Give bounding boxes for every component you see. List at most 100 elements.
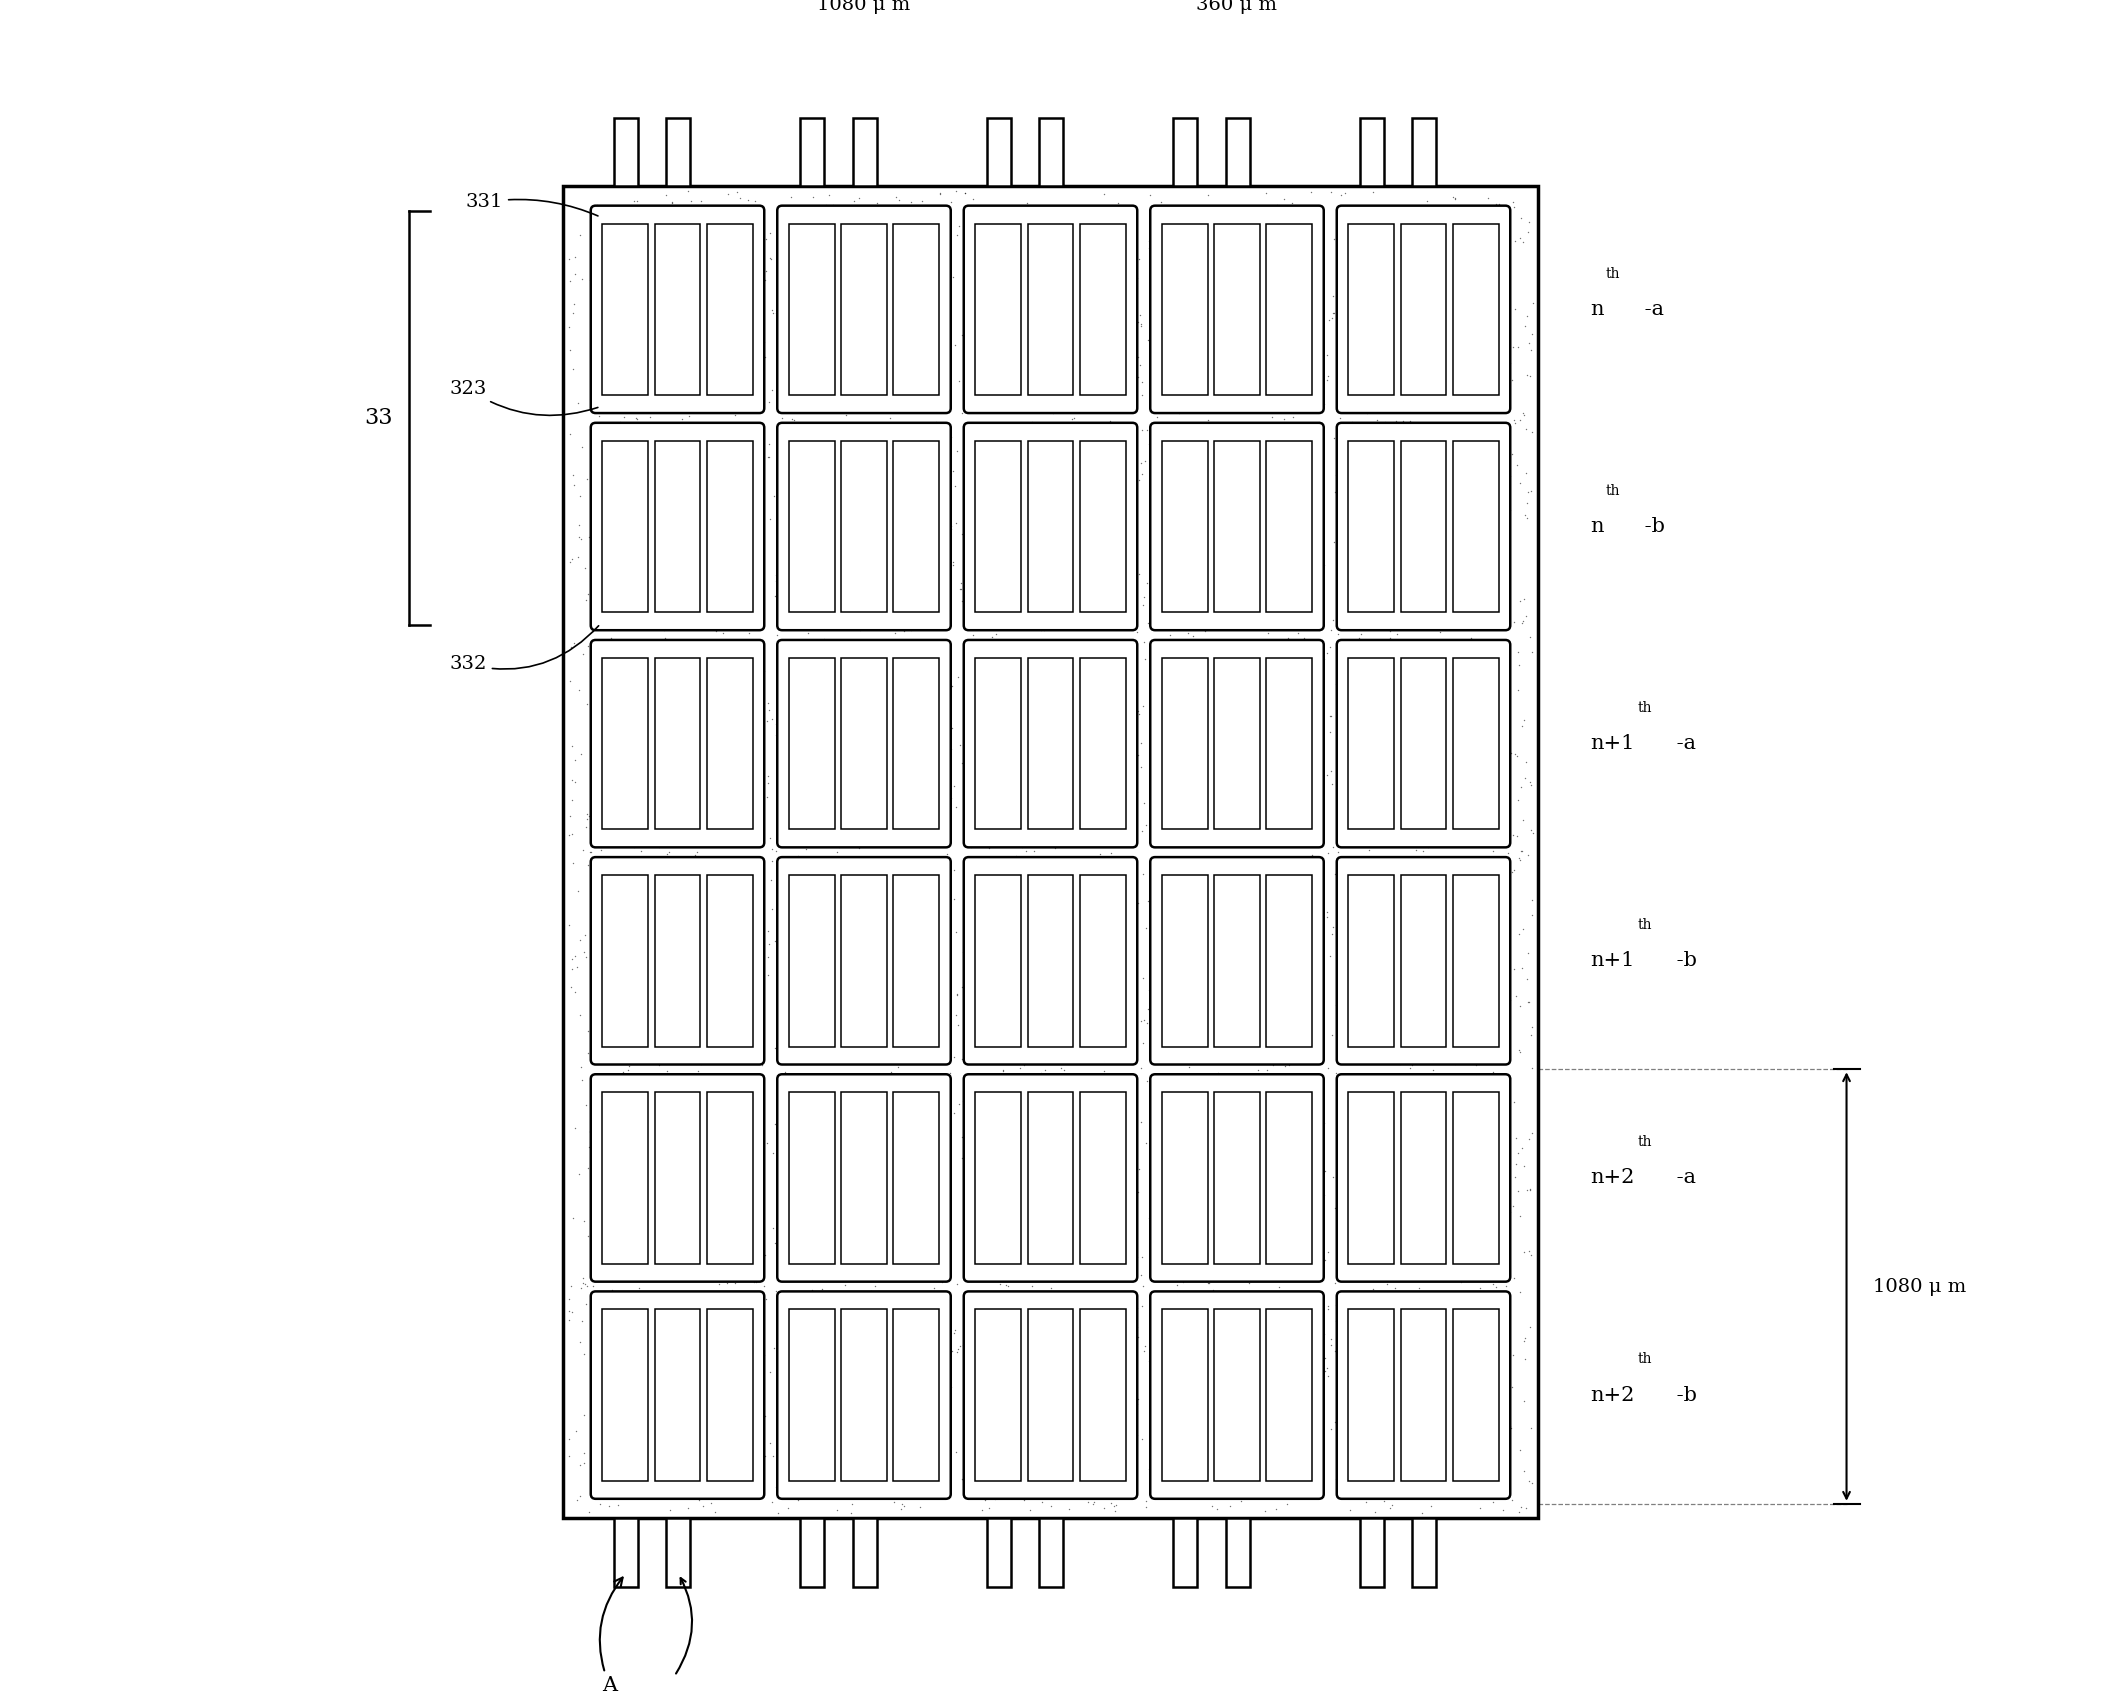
Point [1063, 690, 1097, 717]
Point [1336, 801, 1370, 828]
Point [1462, 741, 1496, 768]
Point [1090, 865, 1124, 893]
Point [1458, 1159, 1492, 1187]
Point [1063, 338, 1097, 366]
Point [1427, 853, 1460, 881]
Point [1225, 1022, 1258, 1049]
Point [1437, 1365, 1471, 1392]
Point [855, 609, 889, 636]
Point [1088, 1037, 1122, 1064]
Point [1307, 763, 1340, 791]
Point [1439, 1357, 1473, 1384]
Point [670, 1476, 704, 1503]
Point [731, 1205, 765, 1232]
Point [950, 1234, 983, 1261]
Point [1034, 1336, 1067, 1363]
Point [956, 185, 990, 212]
Point [1372, 1204, 1406, 1231]
Point [1141, 326, 1174, 354]
Point [769, 707, 803, 734]
Point [792, 1025, 826, 1052]
FancyBboxPatch shape [964, 206, 1137, 413]
Point [859, 423, 893, 451]
Point [752, 245, 786, 272]
Point [582, 685, 616, 712]
Point [885, 1149, 918, 1176]
Point [582, 1491, 616, 1518]
Point [1427, 1472, 1460, 1499]
Point [1406, 830, 1439, 857]
Point [1055, 1294, 1088, 1321]
Point [1048, 505, 1082, 532]
Point [660, 1224, 693, 1251]
Point [1237, 1227, 1271, 1255]
Bar [1162, 1091, 1208, 1263]
Point [966, 1343, 1000, 1370]
Point [1441, 202, 1475, 230]
Point [1124, 309, 1158, 337]
Point [1330, 1374, 1364, 1401]
Point [985, 1241, 1019, 1268]
Point [1374, 1494, 1408, 1522]
Point [714, 269, 748, 296]
Point [1301, 231, 1334, 258]
Point [1322, 1307, 1355, 1334]
Point [956, 1096, 990, 1124]
Point [1223, 496, 1256, 524]
Point [1149, 255, 1183, 282]
Point [1235, 1333, 1269, 1360]
Point [662, 709, 695, 736]
Point [1351, 400, 1385, 427]
Point [685, 998, 719, 1025]
Point [1315, 282, 1349, 309]
Point [1473, 1164, 1506, 1192]
Point [607, 583, 641, 610]
Point [1076, 330, 1109, 357]
Point [990, 459, 1023, 486]
Point [584, 272, 618, 299]
FancyBboxPatch shape [964, 1074, 1137, 1282]
Point [771, 1353, 805, 1380]
Point [1183, 230, 1216, 257]
Point [1380, 1030, 1414, 1057]
Point [700, 544, 733, 571]
Point [1513, 624, 1546, 651]
Bar [1349, 440, 1395, 612]
Point [1162, 1420, 1195, 1447]
Point [725, 298, 758, 325]
Point [929, 1086, 962, 1114]
Point [1437, 933, 1471, 960]
Point [620, 406, 653, 434]
Point [1420, 605, 1454, 632]
Point [1504, 993, 1538, 1020]
Point [649, 840, 683, 867]
Point [687, 1127, 721, 1154]
Point [788, 1216, 821, 1243]
Point [1177, 304, 1210, 332]
Point [561, 1486, 595, 1513]
Point [763, 1464, 796, 1491]
Point [553, 911, 586, 938]
Text: n+1: n+1 [1590, 952, 1635, 971]
Point [1210, 532, 1244, 559]
Point [712, 1012, 746, 1039]
Point [891, 1088, 924, 1115]
Point [620, 430, 653, 457]
Bar [840, 440, 887, 612]
Point [1053, 860, 1086, 887]
Point [1284, 233, 1317, 260]
Point [1151, 988, 1185, 1015]
Point [632, 928, 666, 955]
Point [729, 1175, 763, 1202]
Point [1032, 937, 1065, 964]
Bar [1349, 658, 1395, 830]
Point [1011, 189, 1044, 216]
Point [1069, 1481, 1103, 1508]
Point [1477, 510, 1511, 537]
Point [1380, 406, 1414, 434]
Point [563, 1329, 597, 1357]
Point [893, 389, 927, 416]
Point [960, 852, 994, 879]
Point [1273, 440, 1307, 468]
Point [807, 959, 840, 986]
